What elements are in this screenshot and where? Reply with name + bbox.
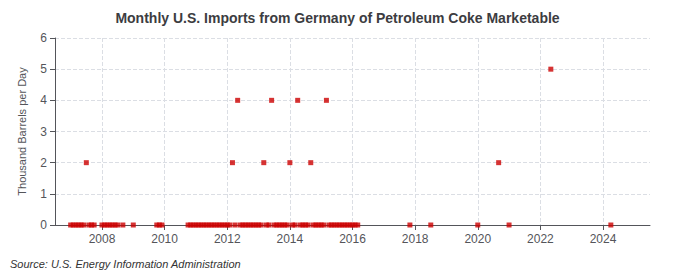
svg-text:Monthly U.S. Imports from Germ: Monthly U.S. Imports from Germany of Pet… [115,10,559,26]
svg-text:4: 4 [40,93,47,107]
svg-text:1: 1 [40,187,47,201]
svg-text:2020: 2020 [464,232,491,246]
svg-text:2012: 2012 [214,232,241,246]
svg-text:Thousand Barrels per Day: Thousand Barrels per Day [16,67,28,196]
svg-text:2024: 2024 [590,232,617,246]
svg-text:3: 3 [40,125,47,139]
svg-text:0: 0 [40,218,47,232]
svg-text:2018: 2018 [402,232,429,246]
svg-text:2016: 2016 [339,232,366,246]
svg-text:6: 6 [40,31,47,45]
svg-text:2022: 2022 [527,232,554,246]
svg-text:2: 2 [40,156,47,170]
svg-text:2008: 2008 [89,232,116,246]
svg-text:2010: 2010 [151,232,178,246]
svg-text:2014: 2014 [277,232,304,246]
svg-text:5: 5 [40,62,47,76]
svg-text:Source: U.S. Energy Informatio: Source: U.S. Energy Information Administ… [10,258,241,270]
